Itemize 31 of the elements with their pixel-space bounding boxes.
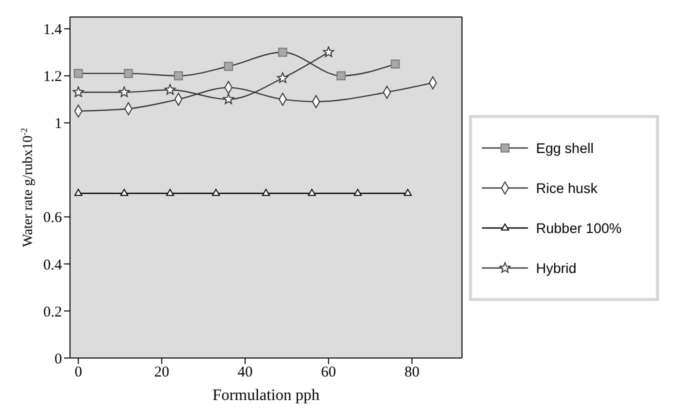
y-tick-label: 1 [54,116,62,132]
point [308,188,316,196]
x-tick-label: 60 [321,364,336,381]
x-tick-label: 20 [154,364,170,381]
point [262,188,270,196]
legend-label: Rubber 100% [536,220,622,236]
point [354,188,362,196]
point [222,94,234,104]
point [323,46,334,58]
x-axis-title: Formulation pph [212,387,320,404]
point [166,188,174,196]
y-tick-label: 1.4 [43,22,62,38]
x-tick-label: 0 [74,364,82,381]
point [120,188,128,196]
y-tick-label: 0.2 [43,304,62,320]
point [404,188,412,196]
x-tick-label: 40 [238,364,253,381]
point [72,86,84,98]
legend-label: Rice husk [536,180,598,196]
y-tick-label: 0.6 [43,210,62,226]
point [277,72,288,83]
point [164,84,176,95]
y-tick-label: 0 [54,351,62,368]
point [74,188,82,196]
y-tick-label: 0.4 [43,257,62,274]
y-tick-label: 1.2 [43,69,62,86]
legend-label: Hybrid [536,260,576,276]
x-tick-label: 80 [404,364,420,381]
point [212,188,220,196]
legend-label: Egg shell [536,140,594,156]
point [118,86,130,98]
